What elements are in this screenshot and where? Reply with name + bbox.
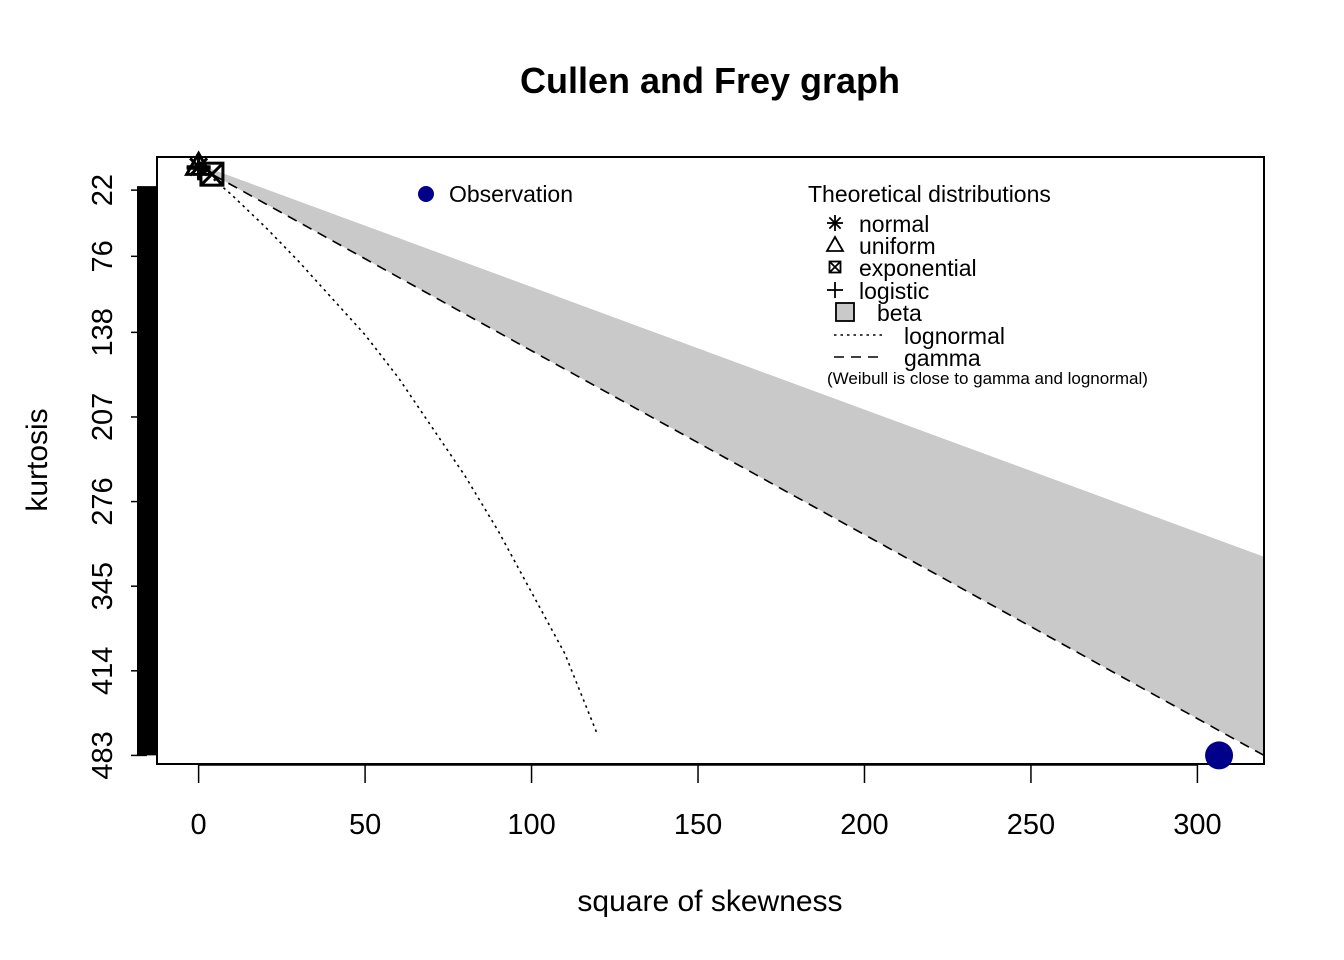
- legend-exponential-symbol: [828, 260, 842, 274]
- y-tick-label: 276: [87, 477, 119, 525]
- x-tick-label: 150: [674, 809, 722, 841]
- y-tick-label: 138: [87, 308, 119, 356]
- legend-observation-marker: [418, 186, 434, 202]
- legend-gamma-label: gamma: [904, 345, 981, 371]
- plot-area: [198, 164, 1264, 757]
- legend-exponential-label: exponential: [859, 255, 977, 281]
- x-tick-label: 250: [1007, 809, 1055, 841]
- legend-note: (Weibull is close to gamma and lognormal…: [827, 369, 1148, 388]
- plot-frame: [156, 156, 1265, 765]
- legend-title: Theoretical distributions: [808, 181, 1051, 207]
- x-axis: 0 50 100 150 200 250 300: [191, 764, 1222, 841]
- y-axis-label: kurtosis: [21, 408, 54, 511]
- y-tick-label: 345: [87, 562, 119, 610]
- y-axis: 22 76 138 207 276 345 414 483: [87, 174, 157, 780]
- x-tick-label: 300: [1173, 809, 1221, 841]
- logistic-point: [186, 156, 211, 181]
- y-tick-label: 22: [87, 174, 119, 206]
- chart-title: Cullen and Frey graph: [520, 60, 900, 101]
- legend-normal-label: normal: [859, 211, 929, 237]
- legend-logistic-label: logistic: [859, 278, 929, 304]
- legend-observation-label: Observation: [449, 181, 573, 207]
- y-tick-label: 414: [87, 647, 119, 695]
- y-tick-label: 76: [87, 240, 119, 272]
- x-tick-label: 200: [840, 809, 888, 841]
- marker-layer: [184, 150, 1234, 770]
- legend-beta-label: beta: [877, 300, 922, 326]
- x-axis-label: square of skewness: [577, 885, 842, 918]
- x-tick-label: 100: [507, 809, 555, 841]
- legend-normal-symbol: [827, 215, 843, 231]
- x-tick-label: 0: [191, 809, 207, 841]
- y-tick-label: 483: [87, 731, 119, 779]
- legend: Observation Theoretical distributions norm…: [418, 181, 1148, 388]
- y-tick-label: 207: [87, 393, 119, 441]
- x-tick-label: 50: [349, 809, 381, 841]
- legend-uniform-label: uniform: [859, 233, 936, 259]
- observation-point: [1205, 741, 1234, 770]
- legend-uniform-symbol: [825, 235, 845, 252]
- legend-logistic-symbol: [827, 282, 843, 298]
- legend-beta-symbol: [835, 302, 855, 322]
- legend-lognormal-label: lognormal: [904, 323, 1005, 349]
- beta-region: [198, 164, 1264, 756]
